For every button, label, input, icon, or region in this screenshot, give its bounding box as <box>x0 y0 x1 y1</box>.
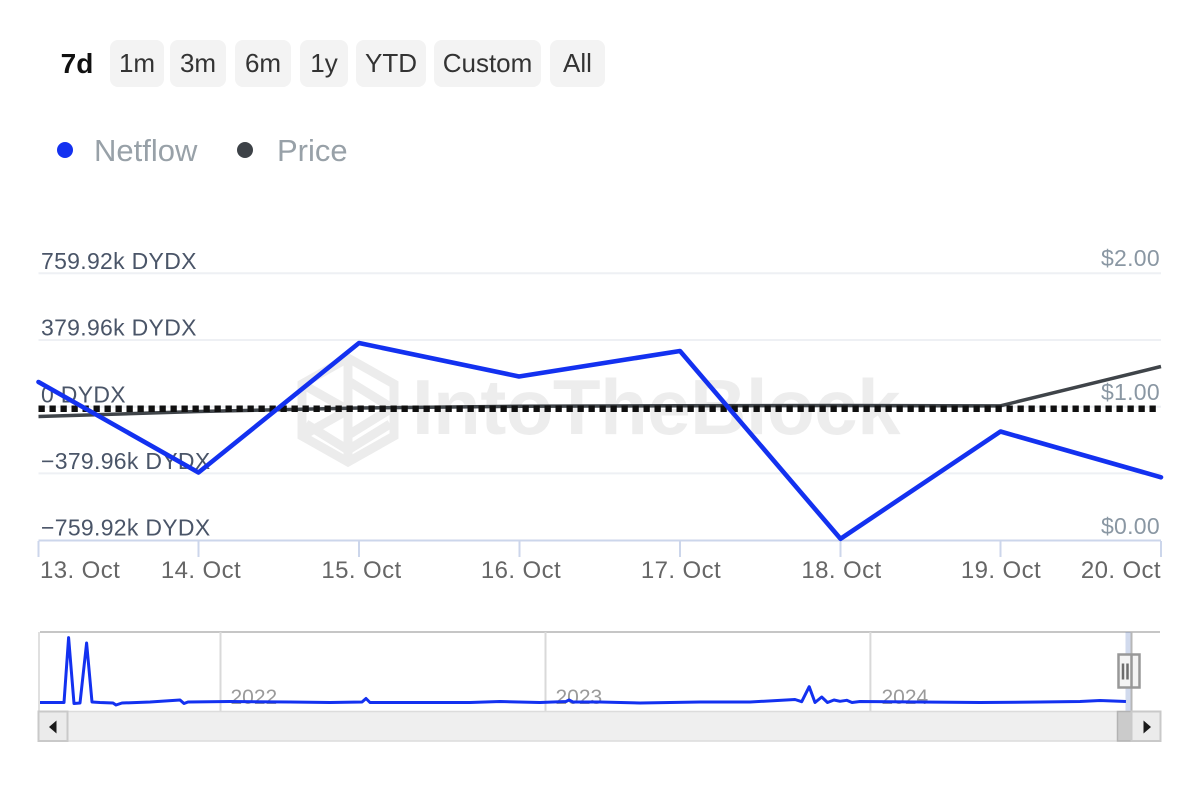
svg-text:−379.96k DYDX: −379.96k DYDX <box>41 448 210 474</box>
svg-text:$0.00: $0.00 <box>1101 513 1160 539</box>
svg-text:759.92k DYDX: 759.92k DYDX <box>41 248 197 274</box>
svg-text:19. Oct: 19. Oct <box>961 557 1041 584</box>
svg-text:379.96k DYDX: 379.96k DYDX <box>41 315 197 341</box>
svg-text:0 DYDX: 0 DYDX <box>41 381 126 407</box>
svg-text:14. Oct: 14. Oct <box>161 557 241 584</box>
svg-text:2024: 2024 <box>882 686 929 709</box>
svg-text:$1.00: $1.00 <box>1101 379 1160 405</box>
svg-text:20. Oct: 20. Oct <box>1081 557 1161 584</box>
svg-text:$2.00: $2.00 <box>1101 245 1160 271</box>
svg-text:13. Oct: 13. Oct <box>40 557 120 584</box>
svg-text:16. Oct: 16. Oct <box>481 557 561 584</box>
svg-text:18. Oct: 18. Oct <box>801 557 881 584</box>
svg-text:17. Oct: 17. Oct <box>641 557 721 584</box>
svg-text:−759.92k DYDX: −759.92k DYDX <box>41 515 210 541</box>
svg-text:15. Oct: 15. Oct <box>321 557 401 584</box>
svg-text:2022: 2022 <box>231 686 278 709</box>
svg-text:2023: 2023 <box>556 686 603 709</box>
